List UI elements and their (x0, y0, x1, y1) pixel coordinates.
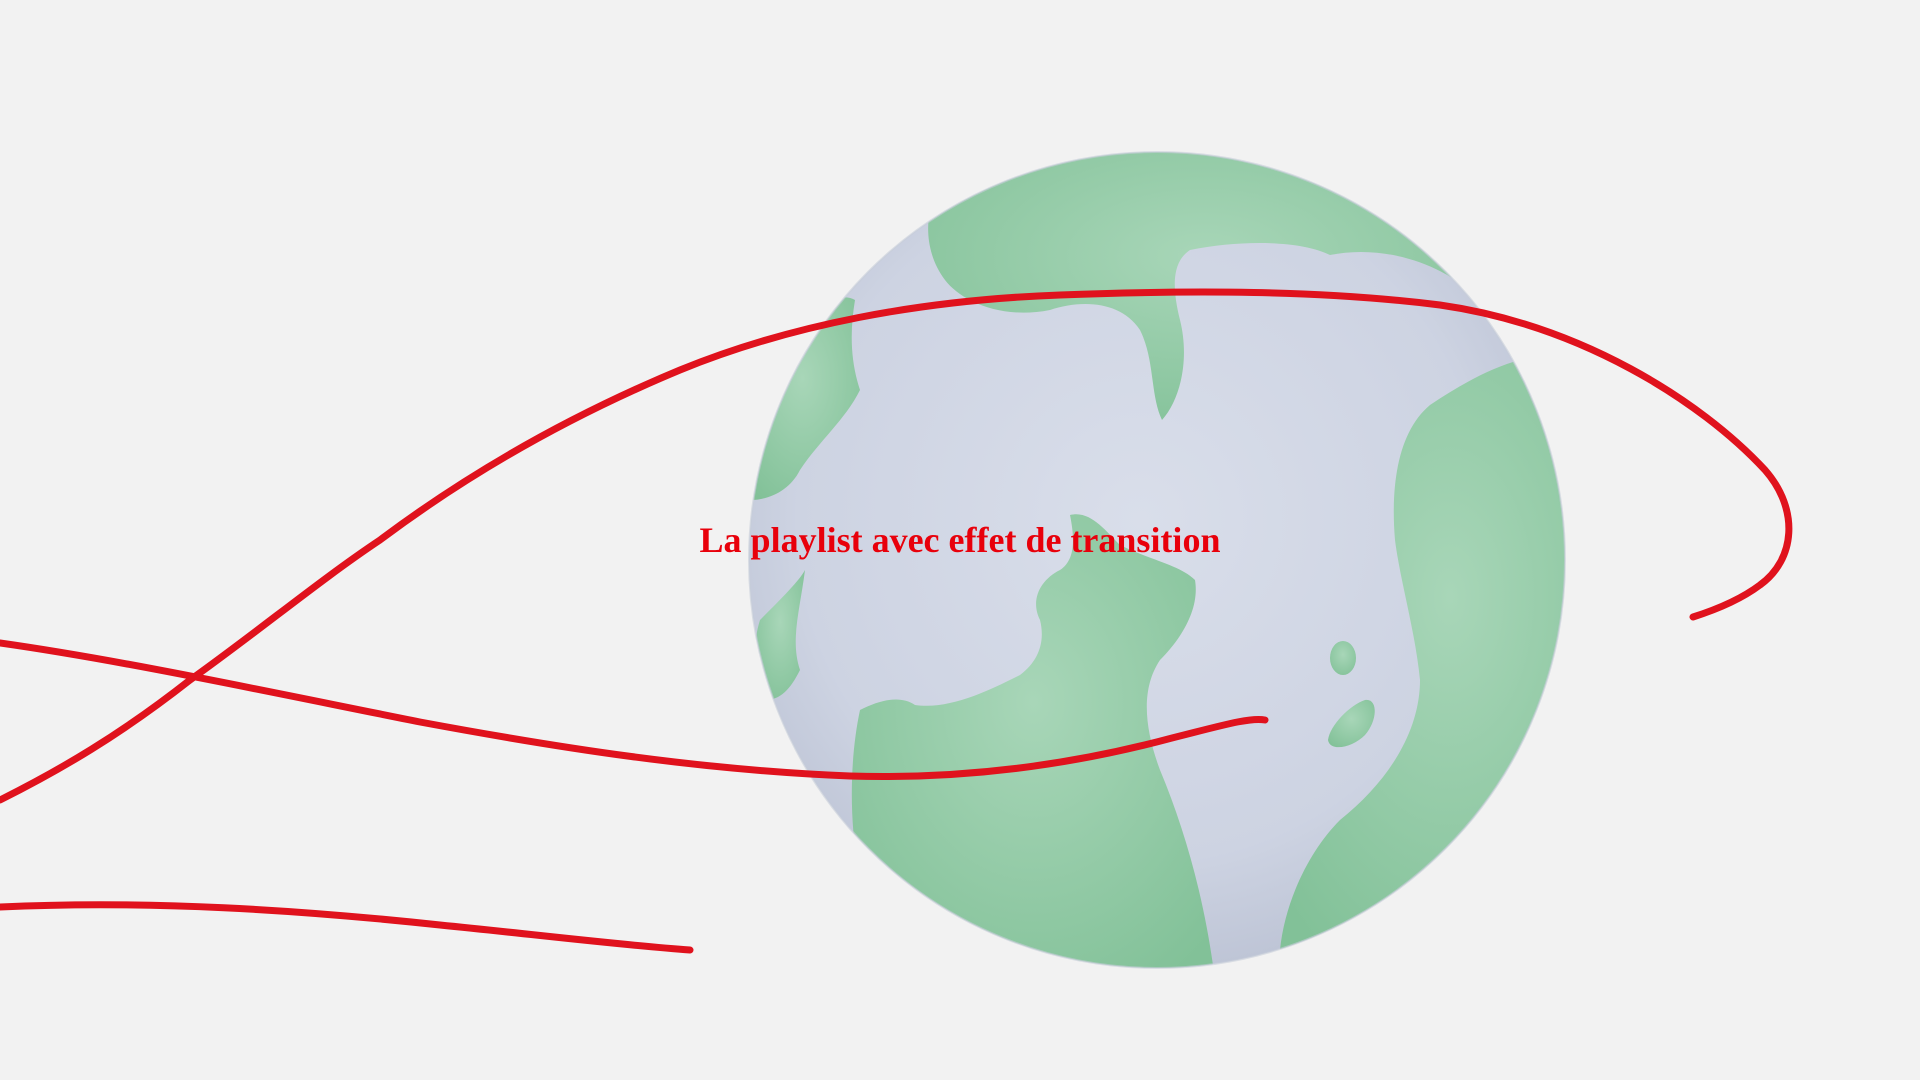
red-orbit-scribble (0, 288, 1793, 954)
globe-icon (748, 151, 1566, 969)
globe-land-central (851, 514, 1215, 968)
globe-island-1 (1330, 641, 1356, 675)
globe-land-southwest (755, 570, 805, 700)
globe-land-north (928, 152, 1480, 420)
orbit-stroke-bottom (0, 901, 694, 954)
orbit-stroke-upper (0, 288, 1793, 804)
globe-rim (748, 151, 1566, 969)
globe-island-2 (1328, 699, 1375, 748)
orbit-stroke-lower (0, 639, 1269, 780)
